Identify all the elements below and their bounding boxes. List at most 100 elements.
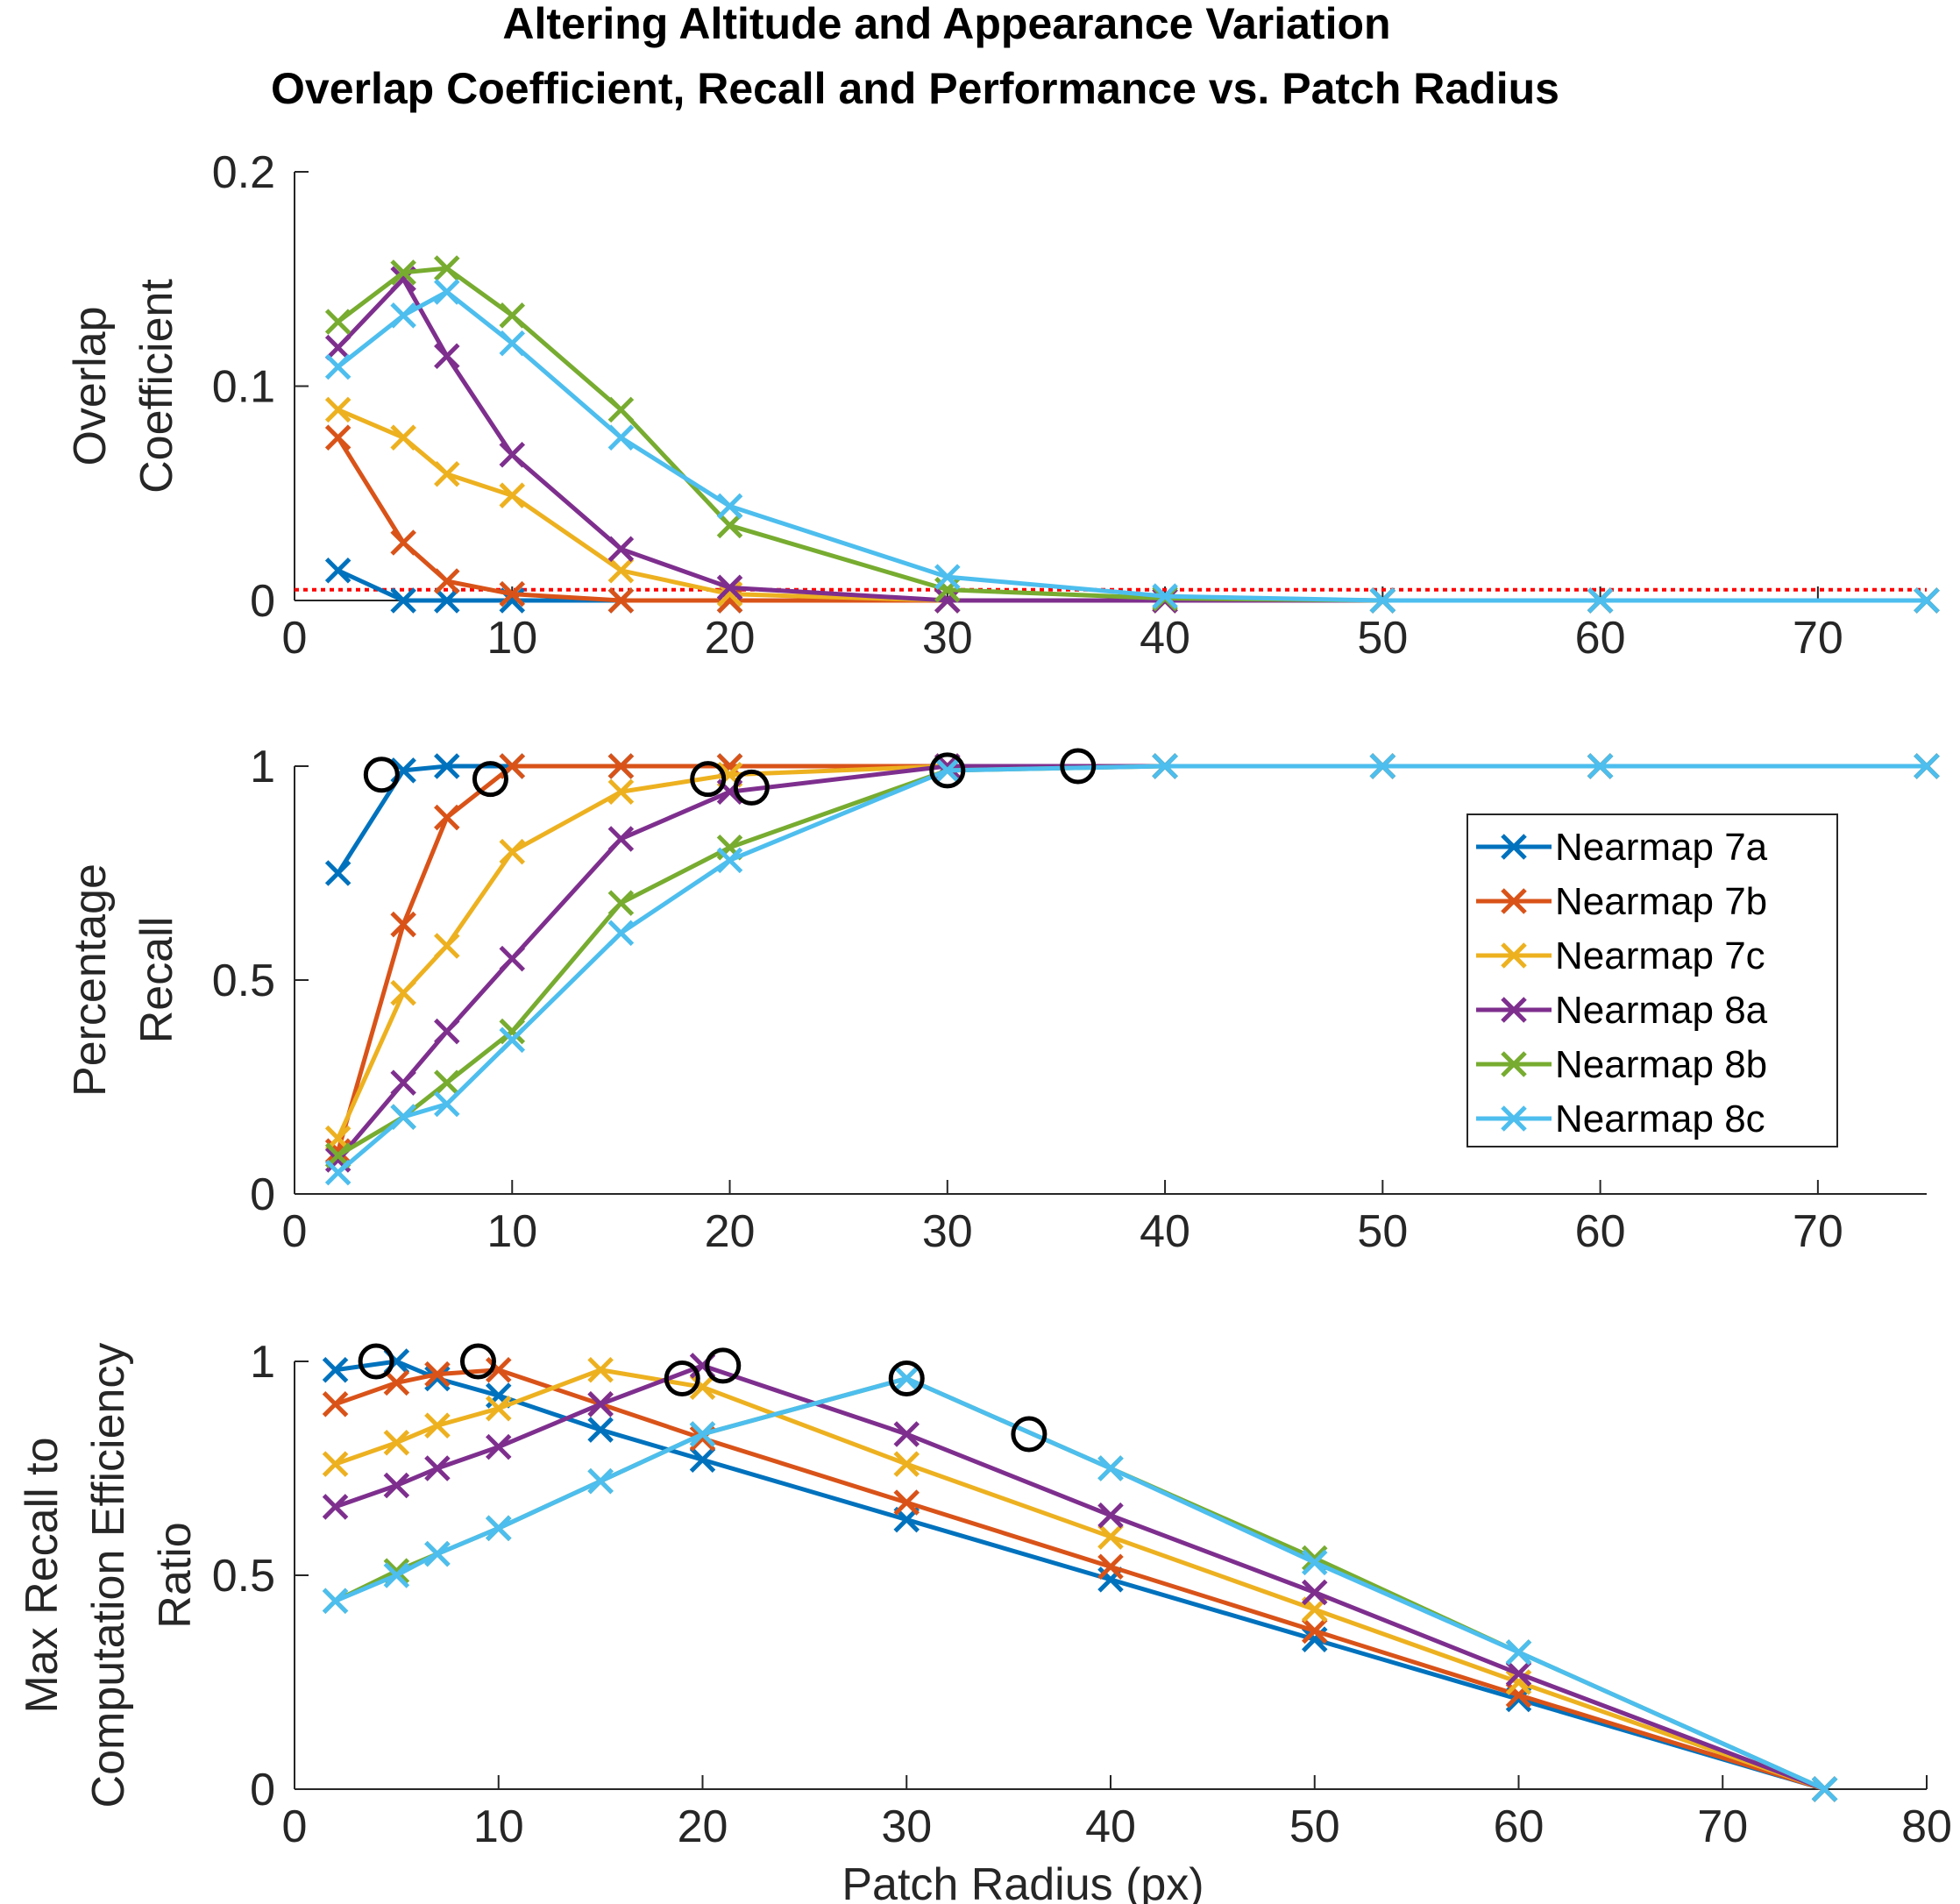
panel-recall: 0 10 20 30 40 50 60 70 0 0.5 1 Percentage Recall Near… [65, 742, 1940, 1257]
x-tick-label: 60 [1575, 1206, 1626, 1257]
legend-marker [1501, 997, 1527, 1023]
data-point [324, 309, 352, 335]
data-point [322, 1588, 349, 1615]
x-tick-label: 10 [473, 1801, 524, 1852]
data-point [485, 1395, 512, 1422]
data-point [1369, 753, 1396, 779]
data-point [1301, 1579, 1328, 1606]
data-point [434, 255, 460, 281]
optimum-marker [929, 752, 966, 789]
data-point [390, 911, 416, 938]
series-line [334, 1376, 1826, 1792]
legend-entry: Nearmap 7c [1476, 934, 1765, 977]
data-point [434, 568, 460, 594]
series-line [334, 1368, 1826, 1792]
data-point [434, 587, 460, 614]
data-point [434, 460, 460, 487]
series-line [336, 436, 1927, 603]
data-point [1505, 1660, 1532, 1687]
x-tick-label: 40 [1140, 1206, 1190, 1257]
data-point [1587, 753, 1614, 779]
data-point [716, 512, 743, 539]
data-point [893, 1421, 920, 1447]
data-point [607, 558, 635, 584]
x-tick-label: 30 [881, 1801, 932, 1852]
data-point [324, 396, 352, 423]
data-point [607, 890, 635, 916]
legend-entry: Nearmap 8b [1476, 1043, 1767, 1086]
series-nearmap-7b [324, 424, 1940, 614]
data-point [1811, 1776, 1838, 1802]
data-point [434, 753, 460, 779]
optimum-marker [363, 757, 400, 793]
data-point [424, 1455, 451, 1481]
x-tick-label: 60 [1575, 613, 1626, 664]
data-point [434, 279, 460, 305]
data-point [499, 1018, 526, 1045]
data-point [607, 424, 635, 451]
legend-label: Nearmap 8c [1555, 1098, 1765, 1140]
series-nearmap-8b [322, 1365, 1838, 1802]
legend-entry: Nearmap 7b [1476, 880, 1767, 923]
data-point [499, 302, 526, 329]
data-point [1097, 1455, 1124, 1481]
data-point [390, 302, 416, 329]
x-tick-label: 70 [1793, 613, 1843, 664]
data-point [587, 1391, 614, 1417]
data-point [689, 1421, 716, 1447]
optimum-marker [358, 1343, 394, 1380]
y-tick-label: 0 [250, 576, 275, 627]
data-point [390, 1069, 416, 1096]
data-point [324, 353, 352, 380]
series-nearmap-8c [324, 279, 1940, 614]
data-point [383, 1429, 410, 1456]
data-point [607, 753, 635, 779]
y-tick-label: 0.5 [212, 1551, 275, 1602]
legend-marker [1501, 834, 1527, 860]
x-tick-label: 30 [922, 613, 973, 664]
series-line [337, 408, 1927, 603]
legend-label: Nearmap 7c [1555, 934, 1765, 977]
data-point [390, 979, 416, 1006]
x-tick-label: 20 [678, 1801, 728, 1852]
data-point [424, 1412, 451, 1439]
legend-marker [1501, 888, 1527, 914]
optimum-marker [459, 1343, 496, 1380]
series-line [337, 266, 1927, 603]
data-point [424, 1361, 451, 1388]
optimum-marker [733, 769, 770, 806]
y-axis-label: Max Recall to [17, 1438, 67, 1714]
y-tick-label: 0.2 [212, 147, 275, 198]
legend-entry: Nearmap 7a [1476, 826, 1768, 869]
data-point [607, 920, 635, 947]
series-line [337, 289, 1927, 603]
optimum-marker [1011, 1416, 1047, 1453]
y-tick-label: 1 [250, 1337, 275, 1388]
y-axis-label: Overlap [65, 306, 116, 465]
legend-marker [1501, 1051, 1527, 1077]
legend-marker [1501, 1105, 1527, 1132]
data-point [390, 424, 416, 451]
optimum-marker [690, 761, 727, 798]
series-nearmap-7a [322, 1348, 1838, 1802]
y-axis-label: Computation Efficiency [83, 1343, 134, 1808]
series-nearmap-8c [322, 1365, 1838, 1802]
data-point [485, 1433, 512, 1460]
data-point [383, 1562, 410, 1588]
x-tick-label: 30 [922, 1206, 973, 1257]
optimum-marker [1060, 748, 1097, 785]
data-point [607, 587, 635, 614]
series-line [334, 1376, 1826, 1792]
x-tick-label: 60 [1494, 1801, 1545, 1852]
data-point [499, 330, 526, 357]
data-point [424, 1365, 451, 1392]
y-axis-label: Recall [131, 917, 182, 1044]
data-point [1301, 1549, 1328, 1576]
data-point [499, 580, 526, 607]
data-point [322, 1494, 349, 1520]
data-point [1301, 1617, 1328, 1645]
data-point [485, 1356, 512, 1383]
data-point [434, 1091, 460, 1118]
data-point [934, 757, 961, 784]
